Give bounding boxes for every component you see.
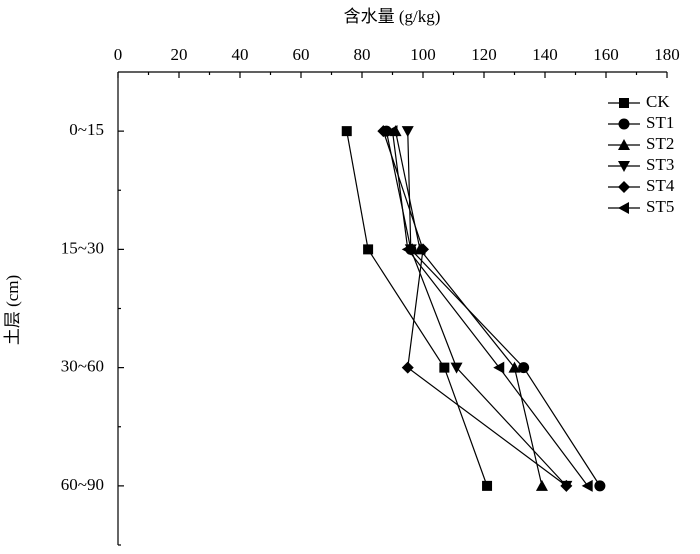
x-tick-label: 0 xyxy=(114,45,123,64)
legend-marker xyxy=(618,161,630,172)
legend-marker xyxy=(618,118,630,130)
legend-label: ST1 xyxy=(646,113,674,132)
legend-marker xyxy=(619,98,629,108)
marker xyxy=(439,362,450,373)
marker xyxy=(482,480,493,491)
y-tick-label: 30~60 xyxy=(61,357,104,376)
y-tick-label: 60~90 xyxy=(61,475,104,494)
marker xyxy=(341,126,352,137)
y-tick-label: 15~30 xyxy=(61,238,104,257)
marker xyxy=(401,243,413,256)
x-tick-label: 20 xyxy=(171,45,188,64)
marker xyxy=(417,243,429,256)
marker xyxy=(508,361,521,373)
marker xyxy=(401,126,414,138)
x-tick-label: 80 xyxy=(354,45,371,64)
legend-label: ST4 xyxy=(646,176,675,195)
legend-marker xyxy=(618,202,629,214)
x-tick-label: 60 xyxy=(293,45,310,64)
legend-label: CK xyxy=(646,92,670,111)
series-line xyxy=(385,131,601,487)
x-tick-label: 140 xyxy=(532,45,558,64)
series-line xyxy=(346,131,488,487)
marker xyxy=(450,362,463,374)
x-tick-label: 40 xyxy=(232,45,249,64)
marker xyxy=(560,479,573,492)
marker xyxy=(581,479,593,492)
series-line xyxy=(382,130,567,487)
marker xyxy=(535,479,548,491)
legend-label: ST5 xyxy=(646,197,674,216)
x-tick-label: 160 xyxy=(593,45,619,64)
marker xyxy=(386,125,398,138)
series-line xyxy=(394,131,543,487)
series-line xyxy=(391,131,589,487)
legend-marker xyxy=(618,181,630,193)
marker xyxy=(493,361,505,374)
x-axis-label: 含水量 (g/kg) xyxy=(344,7,441,26)
y-axis-label: 土层 (cm) xyxy=(3,275,22,345)
marker xyxy=(363,244,374,255)
legend-label: ST3 xyxy=(646,155,674,174)
marker xyxy=(594,480,606,492)
marker xyxy=(401,361,414,374)
x-tick-label: 180 xyxy=(654,45,680,64)
x-tick-label: 100 xyxy=(410,45,436,64)
legend-marker xyxy=(618,139,630,150)
x-tick-label: 120 xyxy=(471,45,497,64)
legend-label: ST2 xyxy=(646,134,674,153)
y-tick-label: 0~15 xyxy=(69,120,104,139)
marker xyxy=(518,362,530,374)
series-line xyxy=(407,131,567,487)
marker xyxy=(377,125,390,138)
